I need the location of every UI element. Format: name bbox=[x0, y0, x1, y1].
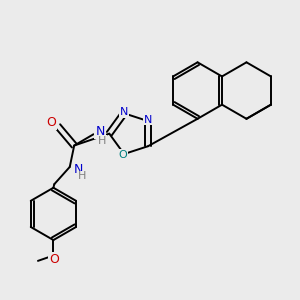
Text: N: N bbox=[74, 164, 83, 176]
Text: N: N bbox=[95, 125, 105, 138]
Text: O: O bbox=[118, 150, 127, 160]
Text: H: H bbox=[98, 136, 106, 146]
Text: O: O bbox=[46, 116, 56, 129]
Text: O: O bbox=[50, 254, 59, 266]
Text: N: N bbox=[120, 107, 128, 117]
Text: H: H bbox=[77, 172, 86, 182]
Text: N: N bbox=[144, 115, 152, 124]
